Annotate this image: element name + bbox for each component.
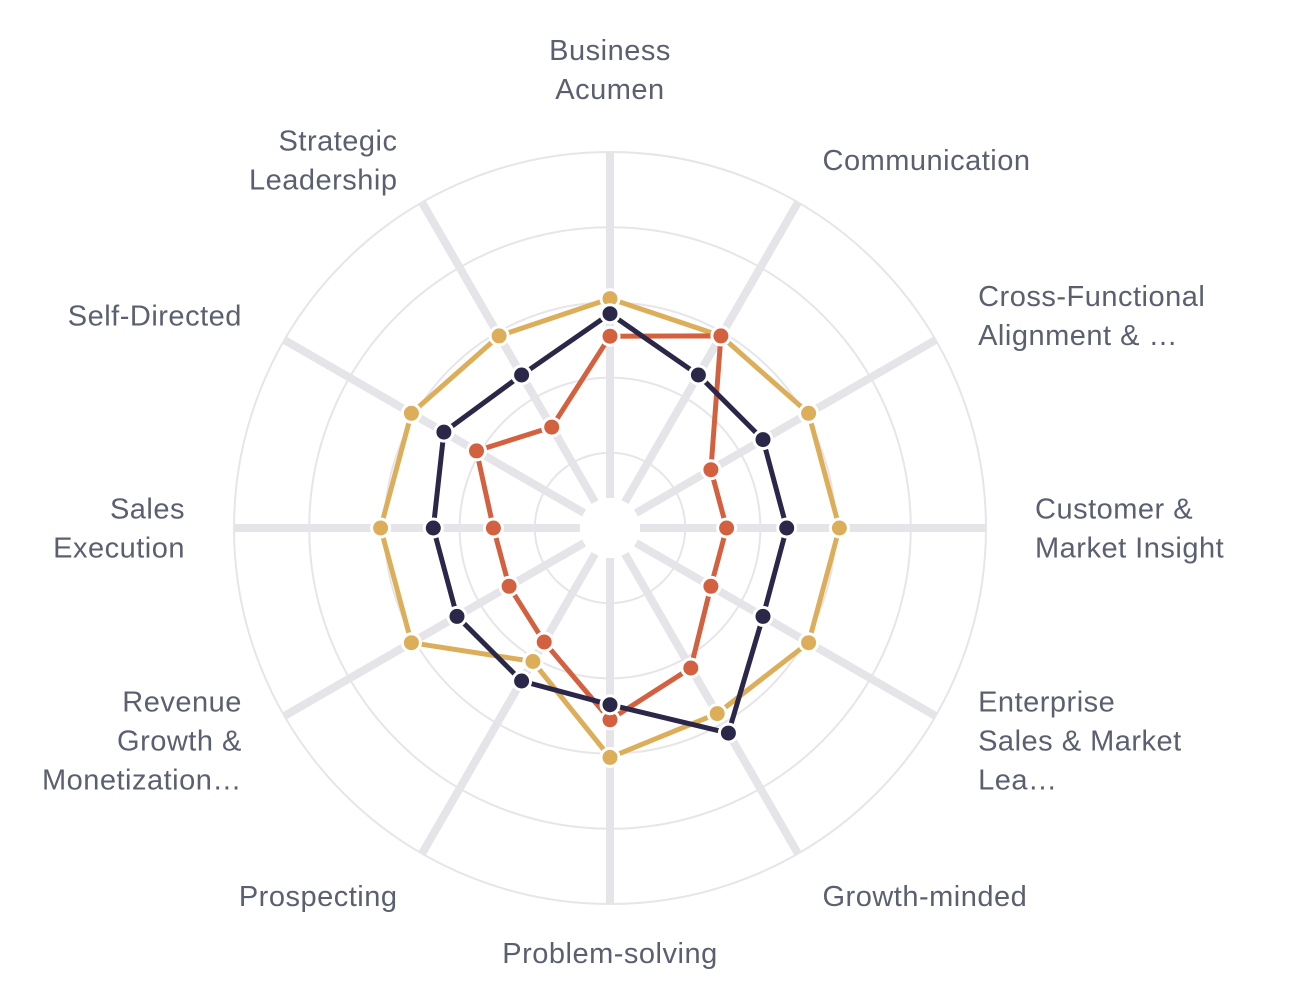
axis-label: Growth-minded: [823, 881, 1028, 913]
axis-label-line: Communication: [823, 145, 1031, 177]
data-point: [717, 722, 739, 744]
data-point: [446, 605, 468, 627]
data-point: [776, 517, 798, 539]
data-point: [706, 703, 728, 725]
axis-label-line: Execution: [53, 533, 185, 565]
data-point: [687, 364, 709, 386]
data-point: [828, 517, 850, 539]
data-point: [466, 440, 487, 462]
series-layer: [370, 288, 850, 768]
grid-spoke: [418, 200, 599, 505]
axis-label: Customer & Market Insight: [1035, 494, 1224, 565]
data-point: [433, 421, 455, 443]
axis-label-line: Sales & Market: [978, 726, 1182, 758]
axis-label-line: Alignment & …: [978, 320, 1178, 352]
series-2: [466, 325, 738, 731]
data-point: [599, 325, 621, 347]
data-point: [700, 575, 722, 597]
axis-label: Cross-Functional Alignment & …: [978, 281, 1205, 352]
axis-label: Prospecting: [239, 881, 398, 913]
axis-label-line: Market Insight: [1035, 533, 1224, 565]
data-point: [599, 746, 621, 768]
data-point: [599, 303, 621, 325]
axis-label-line: Problem-solving: [502, 938, 717, 970]
axis-label-line: Business: [549, 35, 671, 67]
axis-label: Problem-solving: [502, 938, 717, 970]
axis-label-line: Self-Directed: [68, 301, 242, 333]
axis-label: Communication: [823, 145, 1031, 177]
axis-label-line: Growth-minded: [823, 881, 1028, 913]
axis-labels: Business Acumen Communication Cross-Functio…: [42, 35, 1224, 970]
axis-label: Strategic Leadership: [249, 125, 398, 196]
data-point: [511, 670, 533, 692]
axis-label-line: Revenue: [122, 687, 242, 719]
data-point: [370, 517, 392, 539]
data-point: [680, 657, 702, 679]
axis-label-line: Lea…: [978, 765, 1057, 797]
data-point: [422, 517, 444, 539]
axis-label-line: Cross-Functional: [978, 281, 1205, 313]
data-point: [400, 402, 422, 424]
axis-label: Revenue Growth & Monetization…: [42, 687, 242, 797]
axis-label: Business Acumen: [549, 35, 671, 106]
data-point: [700, 459, 722, 481]
grid-spoke: [621, 200, 802, 505]
series-1: [370, 288, 850, 768]
series-3: [422, 303, 798, 744]
data-point: [498, 575, 520, 597]
data-point: [716, 517, 738, 539]
axis-label: Self-Directed: [68, 301, 242, 333]
axis-label-line: Customer &: [1035, 494, 1193, 526]
data-point: [522, 651, 544, 672]
data-point: [488, 325, 510, 347]
data-point: [752, 605, 774, 627]
data-point: [599, 694, 621, 716]
data-point: [511, 364, 533, 386]
axis-label-line: Sales: [110, 494, 185, 526]
axis-label-line: Enterprise: [978, 687, 1115, 719]
axis-label-line: Monetization…: [42, 765, 242, 797]
data-point: [798, 632, 820, 654]
data-point: [798, 402, 820, 424]
data-point: [400, 632, 422, 654]
grid-spoke: [633, 539, 938, 720]
grid-spoke: [621, 551, 802, 856]
data-point: [482, 517, 504, 539]
grid-spoke: [282, 539, 587, 720]
grid-spokes: [234, 152, 986, 904]
grid-spoke: [633, 336, 938, 517]
data-point: [752, 429, 774, 451]
axis-label-line: Leadership: [249, 164, 398, 196]
axis-label-line: Prospecting: [239, 881, 398, 913]
data-point: [533, 631, 555, 653]
data-point: [710, 325, 732, 347]
grid-spoke: [282, 336, 587, 517]
axis-label: Enterprise Sales & Market Lea…: [978, 687, 1182, 797]
axis-label: Sales Execution: [53, 494, 185, 565]
axis-label-line: Growth &: [117, 726, 242, 758]
axis-label-line: Acumen: [555, 74, 664, 106]
data-point: [541, 416, 563, 438]
grid-spoke: [418, 551, 599, 856]
axis-label-line: Strategic: [279, 125, 398, 157]
